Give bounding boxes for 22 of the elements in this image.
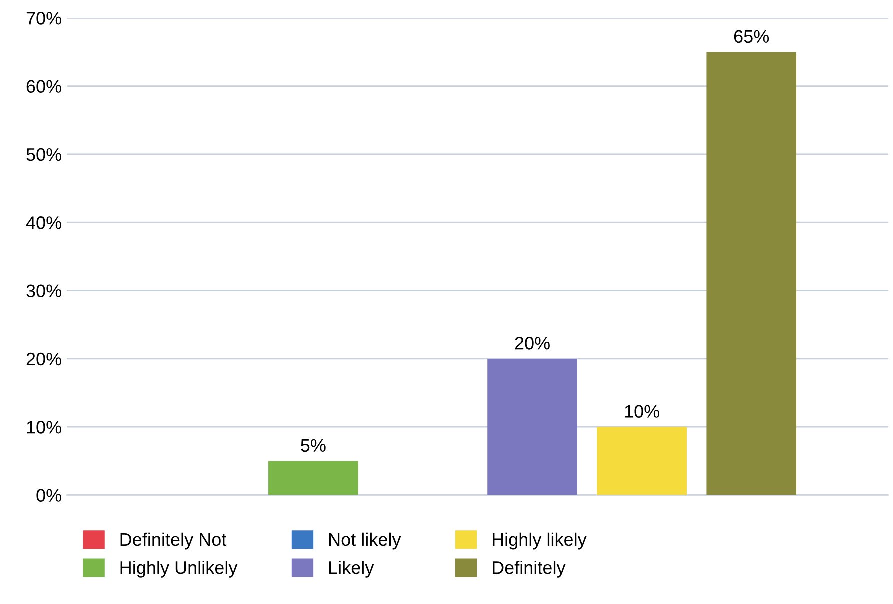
bar (597, 427, 687, 496)
legend-label: Not likely (329, 532, 402, 550)
y-tick-label: 20% (26, 352, 62, 366)
y-tick-label: 50% (26, 148, 62, 162)
legend-label: Highly likely (493, 532, 587, 550)
bar (268, 461, 358, 496)
bar (488, 358, 578, 496)
y-tick-label: 0% (36, 489, 62, 502)
legend-label: Highly Unlikely (120, 561, 238, 578)
y-tick-label: 60% (26, 80, 62, 94)
legend-label: Definitely (493, 561, 566, 578)
data-label: 65% (734, 30, 770, 44)
y-tick-label: 70% (26, 12, 62, 25)
legend-label: Definitely Not (120, 532, 227, 550)
y-tick-label: 40% (26, 216, 62, 230)
legend-label: Likely (329, 561, 374, 578)
data-label: 10% (625, 405, 660, 418)
y-tick-label: 10% (27, 421, 62, 434)
data-label: 20% (515, 337, 550, 350)
data-label: 5% (301, 439, 326, 452)
y-tick-label: 30% (26, 284, 62, 298)
bar (706, 52, 797, 496)
